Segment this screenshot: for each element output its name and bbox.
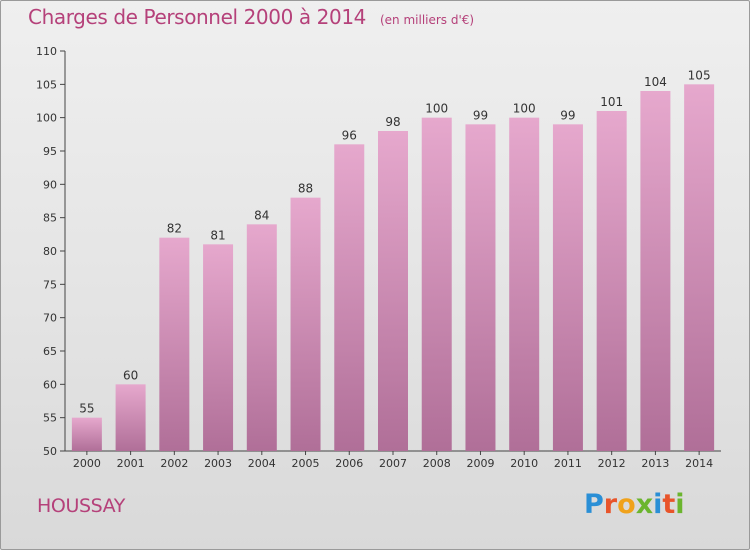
value-label-2008: 100 bbox=[425, 102, 448, 116]
value-label-2013: 104 bbox=[644, 75, 667, 89]
y-tick-label: 60 bbox=[43, 378, 57, 391]
bar-2013 bbox=[640, 91, 671, 451]
bar-2007 bbox=[378, 131, 408, 451]
value-label-2001: 60 bbox=[123, 368, 138, 382]
value-label-2007: 98 bbox=[385, 115, 400, 129]
y-tick-label: 80 bbox=[43, 245, 57, 258]
bar-chart: 50 55 60 65 70 75 80 85 90 95 100 105 110 2000 2001 200… bbox=[36, 45, 721, 470]
x-tick-label-2009: 2009 bbox=[466, 457, 494, 470]
value-labels: 55 60 82 81 84 88 96 98 100 99 100 99 101 104 105 bbox=[79, 68, 710, 415]
bars bbox=[71, 84, 715, 452]
y-tick-label: 75 bbox=[43, 278, 57, 291]
y-tick-label: 90 bbox=[43, 178, 57, 191]
y-tick-label: 95 bbox=[43, 145, 57, 158]
bar-2009 bbox=[465, 124, 496, 451]
bar-2000 bbox=[71, 417, 102, 451]
bar-2004 bbox=[246, 224, 277, 451]
value-label-2005: 88 bbox=[298, 182, 313, 196]
x-tick-label-2013: 2013 bbox=[641, 457, 669, 470]
bar-2001 bbox=[115, 384, 146, 451]
value-label-2014: 105 bbox=[688, 68, 711, 82]
x-tick-label-2014: 2014 bbox=[685, 457, 713, 470]
value-label-2009: 99 bbox=[473, 108, 488, 122]
x-tick-label-2011: 2011 bbox=[554, 457, 582, 470]
chart-title: Charges de Personnel 2000 à 2014 bbox=[28, 5, 366, 29]
y-tick-label: 50 bbox=[43, 445, 57, 458]
x-tick-label-2006: 2006 bbox=[335, 457, 363, 470]
bar-2010 bbox=[509, 117, 540, 452]
bar-2014 bbox=[684, 84, 715, 451]
y-tick-label: 85 bbox=[43, 212, 57, 225]
bar-2011 bbox=[552, 124, 583, 451]
y-tick-label: 110 bbox=[36, 45, 57, 58]
value-label-2002: 82 bbox=[167, 222, 182, 236]
axes: 50 55 60 65 70 75 80 85 90 95 100 105 110 2000 2001 200… bbox=[36, 45, 721, 470]
y-tick-label: 105 bbox=[36, 78, 57, 91]
value-label-2011: 99 bbox=[560, 108, 575, 122]
bar-2006 bbox=[334, 144, 365, 452]
commune-name: HOUSSAY bbox=[37, 495, 125, 517]
bar-2002 bbox=[159, 237, 190, 451]
bar-2005 bbox=[290, 197, 321, 451]
proxiti-logo: Proxiti bbox=[584, 489, 685, 520]
x-tick-label-2012: 2012 bbox=[598, 457, 626, 470]
x-tick-label-2004: 2004 bbox=[248, 457, 276, 470]
x-tick-label-2005: 2005 bbox=[292, 457, 320, 470]
bar-2008 bbox=[421, 117, 452, 452]
y-tick-label: 100 bbox=[36, 112, 57, 125]
x-tick-label-2008: 2008 bbox=[423, 457, 451, 470]
value-label-2000: 55 bbox=[79, 402, 94, 416]
x-tick-label-2001: 2001 bbox=[117, 457, 145, 470]
y-tick-label: 55 bbox=[43, 412, 57, 425]
x-tick-label-2002: 2002 bbox=[160, 457, 188, 470]
bar-2012 bbox=[596, 111, 627, 451]
chart-subtitle: (en milliers d'€) bbox=[379, 13, 475, 27]
value-label-2010: 100 bbox=[513, 102, 536, 116]
title-block: Charges de Personnel 2000 à 2014 (en mill… bbox=[28, 5, 474, 29]
x-tick-label-2003: 2003 bbox=[204, 457, 232, 470]
x-tick-label-2007: 2007 bbox=[379, 457, 407, 470]
bar-2003 bbox=[203, 244, 234, 451]
x-tick-label-2000: 2000 bbox=[73, 457, 101, 470]
value-label-2006: 96 bbox=[342, 128, 357, 142]
x-tick-label-2010: 2010 bbox=[510, 457, 538, 470]
y-tick-label: 70 bbox=[43, 312, 57, 325]
value-label-2003: 81 bbox=[210, 228, 225, 242]
value-label-2004: 84 bbox=[254, 208, 269, 222]
y-tick-label: 65 bbox=[43, 345, 57, 358]
value-label-2012: 101 bbox=[600, 95, 623, 109]
